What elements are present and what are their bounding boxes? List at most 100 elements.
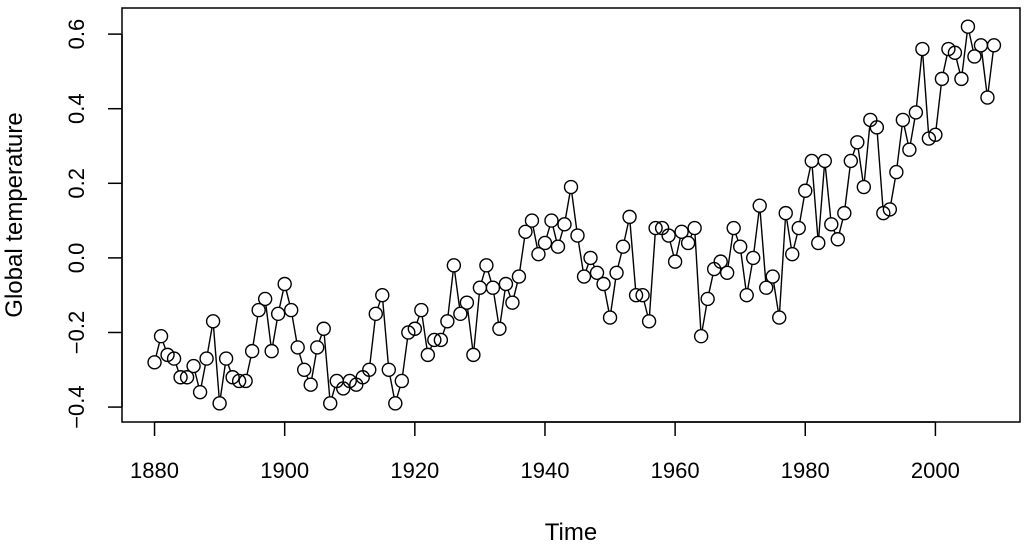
series-segment [838, 219, 844, 234]
data-point [570, 228, 585, 243]
series-segment [272, 320, 278, 345]
series-segment [546, 226, 551, 237]
data-point [531, 246, 546, 262]
data-point [902, 142, 917, 157]
data-point [446, 258, 462, 273]
series-segment [753, 212, 760, 252]
data-point [394, 373, 410, 389]
data-point [563, 179, 579, 195]
data-point [166, 351, 182, 366]
data-point [674, 224, 689, 239]
data-point [778, 205, 793, 221]
data-point [147, 355, 162, 370]
series-segment [694, 234, 702, 330]
data-point [804, 153, 819, 169]
series-segment [212, 327, 220, 397]
x-tick-label: 1980 [781, 458, 830, 483]
data-point [323, 396, 338, 411]
x-tick-label: 2000 [911, 458, 960, 483]
series-segment [577, 241, 584, 271]
data-point [544, 213, 559, 228]
data-point [791, 220, 806, 236]
data-point [746, 250, 761, 266]
data-point [479, 258, 494, 273]
data-point [960, 19, 976, 34]
data-point [824, 217, 839, 232]
data-point [290, 340, 305, 355]
series-segment [617, 252, 623, 267]
data-point [713, 254, 728, 269]
series-segment [852, 148, 856, 156]
series-segment [318, 334, 323, 342]
data-point [628, 287, 644, 303]
x-tick-label: 1920 [390, 458, 439, 483]
data-point [700, 291, 715, 307]
data-point [414, 302, 429, 318]
data-point [889, 164, 904, 180]
data-point [596, 276, 611, 292]
data-point [316, 321, 331, 336]
series-segment [935, 85, 942, 129]
data-point [407, 321, 423, 336]
data-point [368, 306, 383, 322]
series-segment [200, 364, 207, 386]
data-point [238, 373, 253, 389]
data-point [785, 246, 800, 262]
data-point [218, 351, 234, 366]
series-segment [291, 316, 298, 342]
y-tick-label: 0.0 [64, 243, 89, 274]
series-segment [747, 264, 753, 289]
data-point [759, 280, 774, 295]
series-segment [513, 282, 519, 297]
data-point [173, 370, 188, 385]
series-segment [552, 226, 558, 241]
data-point [687, 220, 702, 236]
y-tick-label: −0.4 [64, 385, 89, 428]
data-point [433, 332, 449, 348]
data-point [817, 153, 832, 169]
data-point [719, 265, 735, 281]
data-point [231, 373, 247, 389]
data-point [511, 269, 527, 284]
series-segment [604, 290, 610, 312]
data-point [980, 90, 995, 105]
data-point [967, 49, 982, 64]
data-point [212, 396, 227, 411]
series-segment [857, 148, 864, 181]
series-segment [811, 167, 819, 237]
series-segment [610, 279, 617, 312]
series-segment [648, 234, 656, 315]
series-segment [369, 320, 376, 364]
plot-frame [121, 7, 1021, 423]
data-point [772, 310, 787, 325]
data-point [641, 314, 657, 329]
series-segment [454, 271, 461, 308]
data-point [850, 135, 865, 150]
series-segment [708, 275, 714, 293]
series-segment [265, 305, 272, 345]
x-tick-label: 1960 [651, 458, 700, 483]
data-point [895, 112, 911, 128]
series-segment [278, 290, 284, 308]
data-point [420, 347, 436, 363]
series-segment [396, 387, 401, 398]
series-segment [987, 51, 994, 92]
data-point [798, 183, 813, 198]
data-point [635, 287, 650, 303]
series-segment [778, 219, 787, 312]
series-segment [968, 32, 974, 51]
data-point [622, 209, 637, 225]
data-point [375, 287, 390, 303]
series-segment [389, 376, 395, 398]
series-segment [571, 193, 578, 230]
x-axis-title: Time [545, 519, 597, 546]
data-point [576, 269, 592, 284]
x-tick-label: 1880 [130, 458, 179, 483]
series-segment [922, 55, 930, 133]
series-segment [585, 263, 590, 271]
series-segment [227, 364, 232, 372]
series-segment [824, 167, 832, 218]
data-point [537, 235, 553, 251]
data-point [257, 291, 273, 307]
data-point [615, 239, 631, 254]
